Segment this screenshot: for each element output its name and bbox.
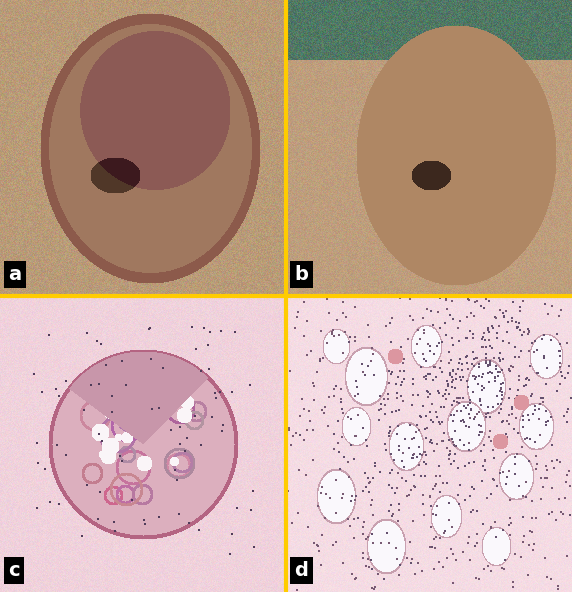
Text: d: d: [295, 561, 308, 580]
Text: b: b: [295, 265, 308, 284]
Text: a: a: [9, 265, 22, 284]
Text: c: c: [9, 561, 20, 580]
